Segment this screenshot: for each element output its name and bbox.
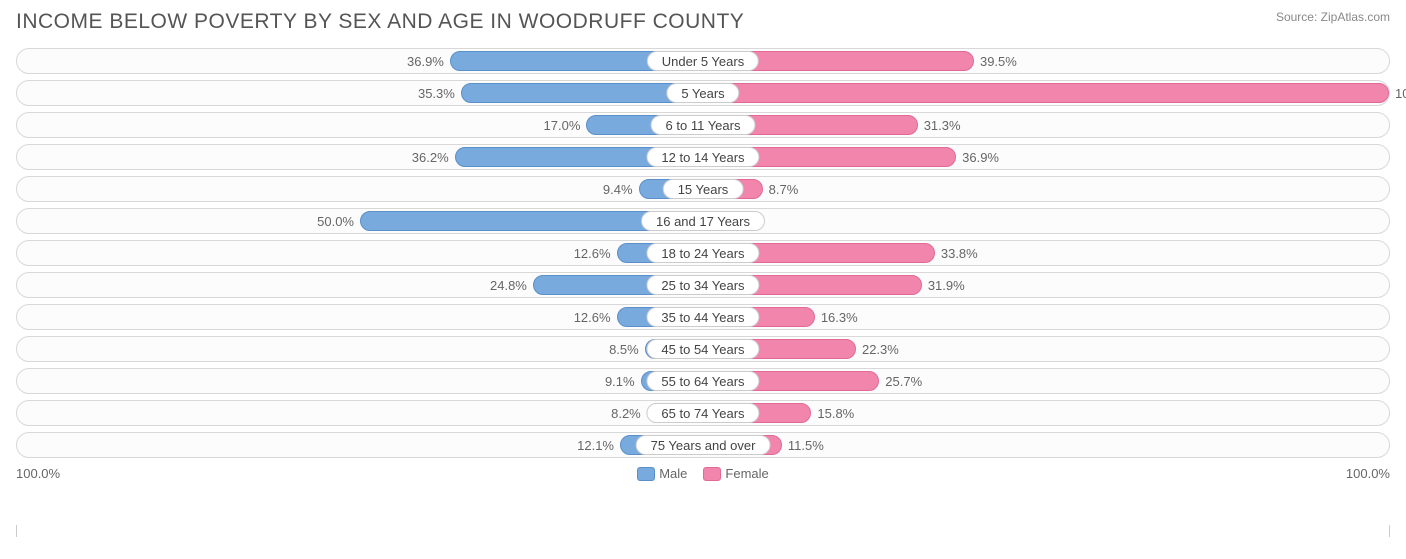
category-label: 25 to 34 Years — [646, 275, 759, 295]
bar-row: 17.0% 31.3% 6 to 11 Years — [16, 112, 1390, 138]
category-label: 6 to 11 Years — [651, 115, 756, 135]
category-label: 45 to 54 Years — [646, 339, 759, 359]
female-value-label: 33.8% — [941, 241, 978, 267]
bar-row: 8.2% 15.8% 65 to 74 Years — [16, 400, 1390, 426]
header: INCOME BELOW POVERTY BY SEX AND AGE IN W… — [16, 10, 1390, 34]
category-label: 75 Years and over — [636, 435, 771, 455]
axis-tick-right — [1389, 525, 1390, 537]
chart-footer: 100.0% Male Female 100.0% — [16, 466, 1390, 481]
male-value-label: 12.6% — [574, 305, 611, 331]
bar-row: 35.3%100.0%5 Years — [16, 80, 1390, 106]
female-value-label: 36.9% — [962, 145, 999, 171]
axis-left-max: 100.0% — [16, 466, 60, 481]
category-label: Under 5 Years — [647, 51, 759, 71]
axis-tick-left — [16, 525, 17, 537]
bar-row: 12.6% 16.3% 35 to 44 Years — [16, 304, 1390, 330]
male-value-label: 50.0% — [317, 209, 354, 235]
category-label: 18 to 24 Years — [646, 243, 759, 263]
male-value-label: 12.1% — [577, 433, 614, 459]
female-value-label: 16.3% — [821, 305, 858, 331]
female-value-label: 8.7% — [769, 177, 799, 203]
category-label: 5 Years — [666, 83, 739, 103]
legend-female: Female — [703, 466, 768, 481]
female-swatch-icon — [703, 467, 721, 481]
male-value-label: 24.8% — [490, 273, 527, 299]
female-value-label: 25.7% — [885, 369, 922, 395]
female-value-label: 31.9% — [928, 273, 965, 299]
female-value-label: 15.8% — [817, 401, 854, 427]
bar-row: 36.2% 36.9% 12 to 14 Years — [16, 144, 1390, 170]
legend-male: Male — [637, 466, 687, 481]
female-value-label: 100.0% — [1395, 81, 1406, 107]
legend: Male Female — [637, 466, 769, 481]
legend-male-label: Male — [659, 466, 687, 481]
category-label: 15 Years — [663, 179, 744, 199]
bar-row: 9.4% 8.7% 15 Years — [16, 176, 1390, 202]
category-label: 65 to 74 Years — [646, 403, 759, 423]
male-value-label: 12.6% — [574, 241, 611, 267]
bar-row: 36.9% 39.5% Under 5 Years — [16, 48, 1390, 74]
male-value-label: 8.5% — [609, 337, 639, 363]
male-value-label: 9.1% — [605, 369, 635, 395]
bar-row: 12.6% 33.8% 18 to 24 Years — [16, 240, 1390, 266]
bar-row: 24.8% 31.9% 25 to 34 Years — [16, 272, 1390, 298]
bar-row: 8.5% 22.3% 45 to 54 Years — [16, 336, 1390, 362]
male-value-label: 17.0% — [544, 113, 581, 139]
chart-source: Source: ZipAtlas.com — [1276, 10, 1390, 24]
bar-row: 50.0%0.0%16 and 17 Years — [16, 208, 1390, 234]
male-value-label: 36.9% — [407, 49, 444, 75]
female-value-label: 39.5% — [980, 49, 1017, 75]
female-value-label: 31.3% — [924, 113, 961, 139]
chart-rows: 36.9% 39.5% Under 5 Years 35.3%100.0%5 Year… — [16, 48, 1390, 458]
male-value-label: 9.4% — [603, 177, 633, 203]
female-value-label: 11.5% — [788, 433, 824, 459]
category-label: 35 to 44 Years — [646, 307, 759, 327]
category-label: 12 to 14 Years — [646, 147, 759, 167]
category-label: 16 and 17 Years — [641, 211, 765, 231]
legend-female-label: Female — [725, 466, 768, 481]
male-value-label: 35.3% — [418, 81, 455, 107]
female-bar — [703, 83, 1389, 103]
axis-right-max: 100.0% — [1346, 466, 1390, 481]
chart-container: INCOME BELOW POVERTY BY SEX AND AGE IN W… — [0, 0, 1406, 559]
chart-title: INCOME BELOW POVERTY BY SEX AND AGE IN W… — [16, 10, 744, 34]
male-swatch-icon — [637, 467, 655, 481]
male-value-label: 8.2% — [611, 401, 641, 427]
female-value-label: 22.3% — [862, 337, 899, 363]
category-label: 55 to 64 Years — [646, 371, 759, 391]
bar-row: 12.1% 11.5% 75 Years and over — [16, 432, 1390, 458]
bar-row: 9.1% 25.7% 55 to 64 Years — [16, 368, 1390, 394]
male-value-label: 36.2% — [412, 145, 449, 171]
